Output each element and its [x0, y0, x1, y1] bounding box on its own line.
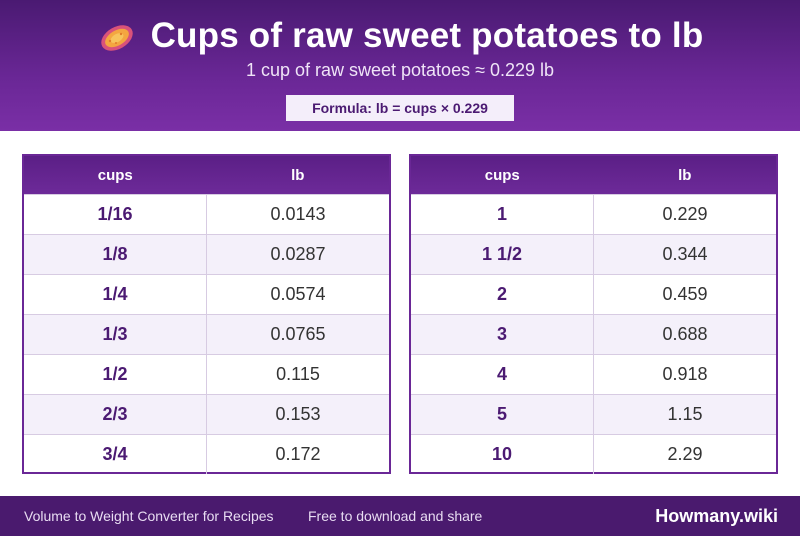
table-row: 1/2 0.115 [24, 354, 389, 394]
table-row: 5 1.15 [411, 394, 776, 434]
lb-cell: 0.153 [275, 404, 321, 424]
cups-cell: 1 1/2 [411, 235, 594, 274]
footer-share-note: Free to download and share [308, 508, 483, 524]
cups-cell: 4 [411, 355, 594, 394]
cups-cell: 1 [411, 195, 594, 234]
lb-cell: 1.15 [667, 404, 703, 424]
table-row: 3/4 0.172 [24, 434, 389, 474]
footer-tagline: Volume to Weight Converter for Recipes [24, 508, 274, 524]
lb-cell: 0.229 [662, 204, 708, 224]
cups-cell: 1/2 [24, 355, 207, 394]
cups-cell: 1/3 [24, 315, 207, 354]
title-row: Cups of raw sweet potatoes to lb [0, 14, 800, 58]
column-header-lb: lb [291, 166, 305, 184]
sweet-potato-icon [97, 18, 137, 54]
table-row: 1/4 0.0574 [24, 274, 389, 314]
conversion-table-left: cups lb 1/16 0.0143 1/8 0.0287 1/4 0.057… [22, 154, 391, 474]
formula-box: Formula: lb = cups × 0.229 [286, 95, 514, 121]
lb-cell: 0.688 [662, 324, 708, 344]
page-title: Cups of raw sweet potatoes to lb [150, 16, 704, 55]
table-row: 1 1/2 0.344 [411, 234, 776, 274]
cups-cell: 1/16 [24, 195, 207, 234]
lb-cell: 0.172 [275, 444, 321, 464]
table-row: 2 0.459 [411, 274, 776, 314]
cups-cell: 1/4 [24, 275, 207, 314]
cups-cell: 1/8 [24, 235, 207, 274]
header: Cups of raw sweet potatoes to lb 1 cup o… [0, 0, 800, 131]
column-header-cups: cups [97, 166, 133, 184]
cups-cell: 2 [411, 275, 594, 314]
column-header-cups: cups [484, 166, 520, 184]
lb-cell: 0.0287 [270, 244, 326, 264]
brand-logo[interactable]: Howmany.wiki [655, 505, 778, 526]
column-header-lb: lb [678, 166, 692, 184]
lb-cell: 2.29 [667, 444, 703, 464]
lb-cell: 0.459 [662, 284, 708, 304]
cups-cell: 5 [411, 395, 594, 434]
table-row: 3 0.688 [411, 314, 776, 354]
cups-cell: 3 [411, 315, 594, 354]
cups-cell: 2/3 [24, 395, 207, 434]
table-row: 1/8 0.0287 [24, 234, 389, 274]
table-row: 1/3 0.0765 [24, 314, 389, 354]
lb-cell: 0.0574 [270, 284, 326, 304]
lb-cell: 0.344 [662, 244, 708, 264]
lb-cell: 0.0765 [270, 324, 326, 344]
lb-cell: 0.115 [276, 364, 320, 384]
footer: Volume to Weight Converter for Recipes F… [0, 496, 800, 536]
table-header: cups lb [411, 156, 776, 194]
cups-cell: 3/4 [24, 435, 207, 474]
cups-cell: 10 [411, 435, 594, 474]
conversion-table-right: cups lb 1 0.229 1 1/2 0.344 2 0.459 3 0.… [409, 154, 778, 474]
table-header: cups lb [24, 156, 389, 194]
lb-cell: 0.918 [662, 364, 708, 384]
table-row: 1 0.229 [411, 194, 776, 234]
table-row: 2/3 0.153 [24, 394, 389, 434]
table-row: 10 2.29 [411, 434, 776, 474]
page-subtitle: 1 cup of raw sweet potatoes ≈ 0.229 lb [245, 60, 555, 80]
table-row: 4 0.918 [411, 354, 776, 394]
lb-cell: 0.0143 [270, 204, 326, 224]
table-row: 1/16 0.0143 [24, 194, 389, 234]
